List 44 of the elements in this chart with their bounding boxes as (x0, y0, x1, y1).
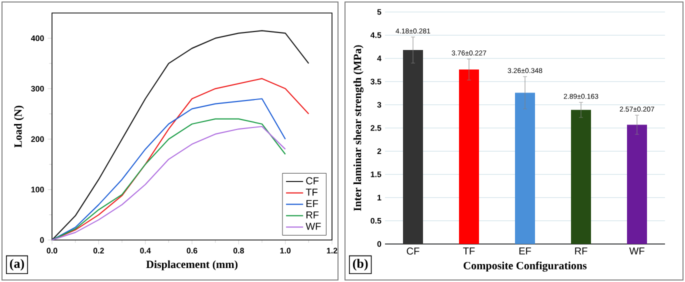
x-tick-label: 0.2 (93, 248, 104, 254)
x-tick-label: 0.8 (233, 248, 244, 254)
bar (515, 92, 536, 244)
text: (a) (10, 258, 24, 271)
y-tick-label: 0 (377, 241, 382, 247)
text: (b) (352, 258, 368, 271)
x-tick-label: TF (463, 248, 475, 254)
x-tick-label: 1.2 (326, 248, 338, 254)
bar (627, 124, 648, 244)
x-tick-label: 0.6 (186, 248, 198, 254)
y-tick-label: 0 (40, 237, 44, 243)
y-tick-label: 2 (377, 148, 382, 154)
x-tick-label: EF (519, 248, 531, 254)
x-tick-label: CF (406, 248, 420, 255)
x-tick-label: 1.0 (280, 248, 291, 254)
y-tick-label: 2.5 (370, 125, 382, 131)
y-tick-label: 400 (30, 35, 44, 42)
legend-label: RF (306, 211, 319, 218)
legend-label: EF (306, 200, 318, 207)
x-axis-title: Displacement (mm) (146, 260, 238, 270)
y-tick-label: 4.5 (370, 32, 382, 38)
y-tick-label: 4 (377, 56, 382, 62)
y-axis-title: Inter laminar shear strength (MPa) (353, 45, 364, 211)
y-tick-label: 100 (31, 186, 44, 192)
y-tick-label: 200 (31, 136, 44, 142)
y-tick-label: 300 (31, 86, 44, 92)
x-tick-label: RF (575, 248, 588, 254)
x-tick-label: 0.4 (140, 248, 151, 254)
x-tick-label: WF (629, 248, 644, 254)
legend-label: TF (306, 188, 318, 196)
y-tick-label: 3.5 (370, 78, 382, 84)
bar (459, 70, 480, 244)
legend-label: CF (306, 177, 319, 184)
y-tick-label: 0.5 (370, 218, 382, 224)
y-tick-label: 1 (378, 194, 382, 200)
y-tick-label: 3 (377, 102, 382, 108)
x-tick-label: 0.0 (46, 248, 58, 254)
bar (403, 50, 424, 244)
legend-label: WF (306, 222, 321, 230)
x-axis-title: Composite Configurations (464, 261, 587, 272)
bar (571, 110, 592, 244)
y-tick-label: 5 (377, 9, 382, 15)
y-tick-label: 1.5 (370, 172, 382, 178)
y-axis-title: Load (N) (14, 106, 24, 148)
